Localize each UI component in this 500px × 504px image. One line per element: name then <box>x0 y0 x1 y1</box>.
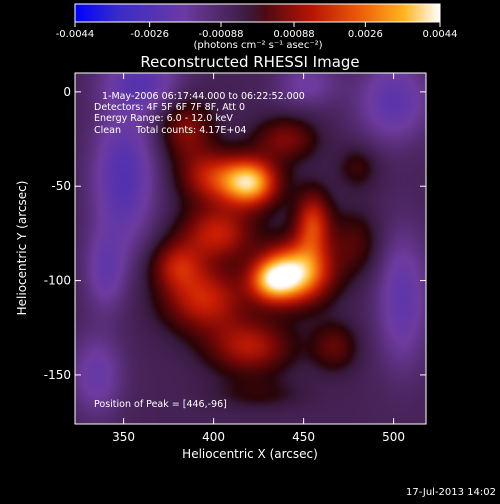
x-axis-label: Heliocentric X (arcsec) <box>182 447 318 461</box>
axis-ticks: 350 400 450 500 0 -50 -100 -150 <box>44 73 426 444</box>
x-tick-label: 500 <box>382 430 405 444</box>
colorbar-gradient <box>74 3 441 23</box>
colorbar-ticks: -0.0044 -0.0026 -0.00088 0.00088 0.0026 0.004… <box>56 22 458 40</box>
y-axis-label: Heliocentric Y (arcsec) <box>15 181 29 316</box>
plot-frame <box>74 72 427 425</box>
colorbar-units-label: (photons cm⁻² s⁻¹ asec⁻²) <box>193 40 322 51</box>
y-tick-label: -100 <box>44 274 71 288</box>
x-tick-label: 350 <box>112 430 135 444</box>
annotation-total-counts: Clean Total counts: 4.17E+04 <box>94 125 246 136</box>
colorbar-tick-label: -0.0044 <box>56 29 95 40</box>
annotation-energy-range: Energy Range: 6.0 - 12.0 keV <box>94 113 233 124</box>
colorbar-tick-label: 0.0044 <box>423 29 458 40</box>
annotations: 1-May-2006 06:17:44.000 to 06:22:52.000 … <box>94 91 305 410</box>
colorbar-tick-label: 0.00088 <box>273 29 314 40</box>
colorbar-tick-label: -0.0026 <box>130 29 169 40</box>
x-tick-label: 400 <box>202 430 225 444</box>
plot-timestamp: 17-Jul-2013 14:02 <box>406 487 496 498</box>
colorbar-tick-label: -0.00088 <box>199 29 244 40</box>
y-tick-label: 0 <box>63 85 71 99</box>
colorbar: -0.0044 -0.0026 -0.00088 0.00088 0.0026 0.004… <box>56 3 458 51</box>
y-tick-label: -50 <box>51 179 71 193</box>
heatmap-area <box>75 73 426 424</box>
annotation-detectors: Detectors: 4F 5F 6F 7F 8F, Att 0 <box>94 102 245 113</box>
annotation-time-range: 1-May-2006 06:17:44.000 to 06:22:52.000 <box>102 91 305 102</box>
annotation-peak-position: Position of Peak = [446,-96] <box>94 399 227 410</box>
y-tick-label: -150 <box>44 368 71 382</box>
colorbar-tick-label: 0.0026 <box>348 29 383 40</box>
x-tick-label: 450 <box>292 430 315 444</box>
heatmap-image <box>75 73 426 424</box>
chart-title: Reconstructed RHESSI Image <box>140 53 359 71</box>
